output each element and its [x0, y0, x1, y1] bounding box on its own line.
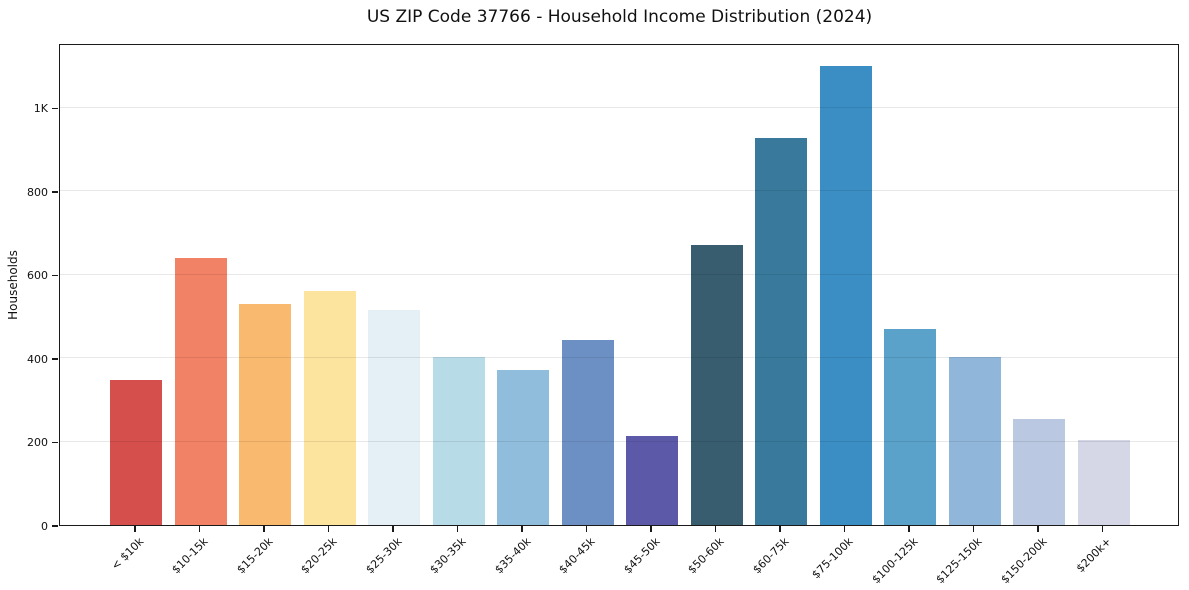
- x-tick-label: $100-125k: [869, 535, 921, 587]
- x-axis-tick: [779, 526, 781, 532]
- x-axis-tick: [456, 526, 459, 532]
- x-axis-tick: [714, 526, 717, 532]
- x-tick-label: $25-30k: [362, 535, 405, 577]
- bar-$35-40k: [497, 369, 549, 525]
- x-tick-label: $45-50k: [620, 535, 663, 577]
- x-axis-tick: [843, 526, 846, 532]
- y-axis-tick: [52, 191, 58, 193]
- y-axis-tick: [52, 441, 58, 444]
- y-tick-label: 600: [27, 269, 48, 283]
- y-axis-tick: [52, 274, 58, 277]
- x-axis-tick: [972, 526, 975, 532]
- bar-$20-25k: [303, 290, 356, 525]
- gridline-400: [60, 357, 1178, 359]
- x-axis-tick: [650, 526, 652, 532]
- x-tick-label: $35-40k: [491, 535, 534, 577]
- x-axis-tick: [585, 526, 588, 532]
- x-axis-tick: [1101, 526, 1104, 532]
- x-tick-label: $10-15k: [169, 535, 211, 577]
- bar-$10-15k: [174, 257, 227, 525]
- bar-$45-50k: [626, 436, 678, 525]
- x-tick-label: $60-75k: [749, 535, 792, 577]
- bar-$30-35k: [432, 356, 485, 525]
- y-axis-tick: [52, 525, 58, 527]
- x-tick-label: $200k+: [1073, 535, 1114, 576]
- x-axis-tick: [1037, 526, 1039, 532]
- y-tick-label: 200: [27, 436, 48, 449]
- x-axis-tick: [134, 526, 136, 532]
- gridline-800: [60, 190, 1178, 192]
- bar-$50-60k: [690, 245, 743, 525]
- gridline-600: [60, 273, 1178, 275]
- x-tick-label: $30-35k: [427, 535, 469, 577]
- y-tick-label: 800: [27, 185, 48, 199]
- x-axis-tick: [392, 526, 394, 532]
- x-tick-label: $20-25k: [298, 535, 340, 577]
- bar-$100-125k: [884, 328, 936, 525]
- x-axis-tick: [908, 526, 910, 532]
- y-tick-label: 0: [41, 519, 48, 533]
- x-axis-tick: [198, 526, 201, 532]
- gridline-1K: [60, 106, 1178, 108]
- y-axis-label: Households: [6, 250, 20, 320]
- bar-$125-150k: [948, 356, 1001, 525]
- bar-$25-30k: [368, 309, 420, 525]
- x-tick-label: $40-45k: [556, 535, 598, 577]
- x-axis-tick: [263, 526, 265, 532]
- plot-area: [59, 44, 1179, 526]
- y-tick-label: 1K: [33, 102, 48, 116]
- bar-$150-200k: [1013, 418, 1065, 525]
- gridline-200: [60, 440, 1178, 442]
- y-tick-label: 400: [27, 352, 48, 366]
- chart-title: US ZIP Code 37766 - Household Income Dis…: [366, 7, 873, 27]
- x-tick-label: < $10k: [108, 535, 147, 573]
- x-tick-label: $150-200k: [998, 535, 1050, 587]
- y-axis-tick: [52, 358, 58, 360]
- bar-$60-75k: [755, 137, 807, 525]
- y-axis-tick: [52, 108, 58, 110]
- x-tick-label: $75-100k: [809, 535, 856, 582]
- bar-< $10k: [110, 379, 162, 525]
- bar-$40-45k: [561, 340, 614, 525]
- bar-$15-20k: [239, 303, 291, 525]
- x-axis-tick: [327, 526, 330, 532]
- x-tick-label: $50-60k: [685, 535, 727, 577]
- x-axis-tick: [521, 526, 523, 532]
- x-tick-label: $15-20k: [233, 535, 276, 577]
- bar-$200k+: [1077, 439, 1130, 525]
- x-tick-label: $125-150k: [933, 535, 985, 587]
- bar-$75-100k: [819, 66, 872, 525]
